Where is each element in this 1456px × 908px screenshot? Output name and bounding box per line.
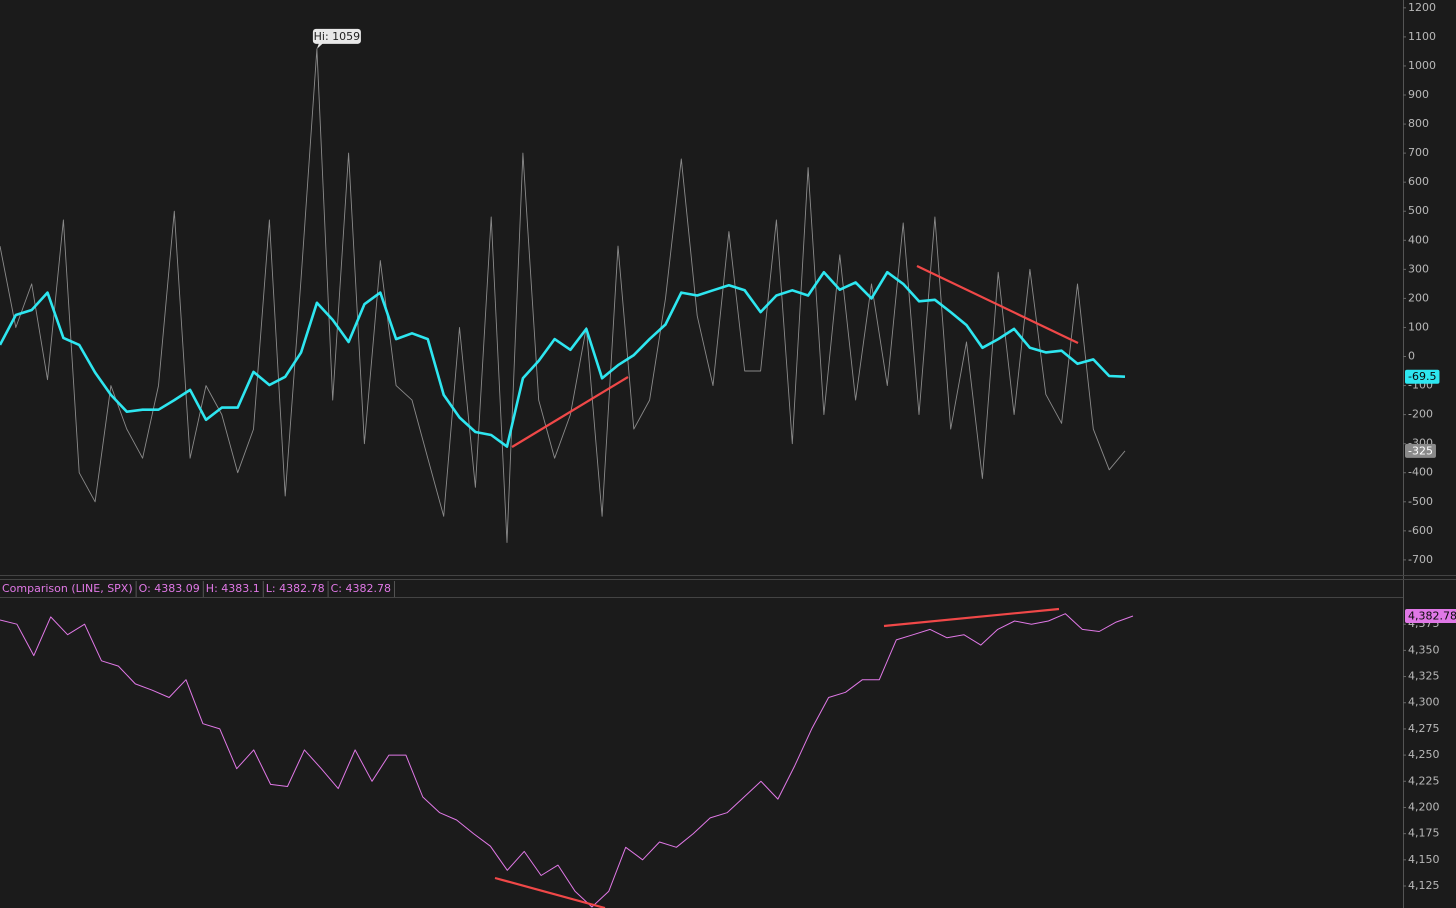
y-tick-label: 1000 bbox=[1408, 59, 1436, 72]
annotation-box bbox=[312, 28, 361, 44]
trend-line bbox=[883, 607, 1060, 628]
y-tick-label: 900 bbox=[1408, 88, 1429, 101]
y-tick-label: -200 bbox=[1408, 408, 1433, 421]
y-tick-label: 4,250 bbox=[1408, 748, 1440, 761]
series-line bbox=[0, 48, 1126, 543]
y-tick-label: 300 bbox=[1408, 262, 1429, 275]
trend-line bbox=[511, 376, 629, 448]
annotation: Hi: 1059 bbox=[314, 30, 361, 43]
legend-ohlc: O: 4383.09 bbox=[139, 582, 200, 595]
price-badge-label: 4,382.78 bbox=[1408, 610, 1456, 623]
y-tick-label: 200 bbox=[1408, 291, 1429, 304]
annotation-pointer bbox=[316, 43, 323, 49]
price-badge-label: -69.5 bbox=[1408, 370, 1436, 383]
y-tick-label: 800 bbox=[1408, 117, 1429, 130]
y-tick-label: 500 bbox=[1408, 204, 1429, 217]
y-tick-label: 4,125 bbox=[1408, 879, 1440, 892]
y-tick-label: -400 bbox=[1408, 466, 1433, 479]
y-tick-label: 4,275 bbox=[1408, 722, 1440, 735]
y-tick-label: 1200 bbox=[1408, 1, 1436, 14]
y-tick-label: 100 bbox=[1408, 320, 1429, 333]
legend-ohlc: C: 4382.78 bbox=[331, 582, 391, 595]
y-tick-label: 700 bbox=[1408, 146, 1429, 159]
y-tick-label: -600 bbox=[1408, 524, 1433, 537]
y-tick-label: 600 bbox=[1408, 175, 1429, 188]
y-tick-label: 4,225 bbox=[1408, 774, 1440, 787]
trend-line bbox=[494, 876, 606, 908]
legend-ohlc: H: 4383.1 bbox=[206, 582, 260, 595]
y-tick-label: -700 bbox=[1408, 553, 1433, 566]
legend-title: Comparison (LINE, SPX) bbox=[2, 582, 133, 595]
y-tick-label: 1100 bbox=[1408, 30, 1436, 43]
price-badge bbox=[1405, 609, 1456, 624]
y-tick-label: 4,175 bbox=[1408, 827, 1440, 840]
legend-ohlc: L: 4382.78 bbox=[266, 582, 325, 595]
price-badge-label: -325 bbox=[1408, 444, 1433, 457]
series-line bbox=[0, 613, 1134, 908]
y-tick-label: 4,325 bbox=[1408, 670, 1440, 683]
price-badge bbox=[1405, 369, 1440, 384]
y-tick-label: -500 bbox=[1408, 495, 1433, 508]
y-tick-label: 0 bbox=[1408, 350, 1415, 363]
series-line bbox=[0, 270, 1126, 448]
trend-lines bbox=[494, 265, 1079, 908]
y-tick-label: 4,200 bbox=[1408, 800, 1440, 813]
y-tick-label: 4,350 bbox=[1408, 643, 1440, 656]
y-tick-label: 400 bbox=[1408, 233, 1429, 246]
y-tick-label: 4,150 bbox=[1408, 853, 1440, 866]
trend-line bbox=[916, 265, 1079, 344]
y-tick-label: 4,300 bbox=[1408, 696, 1440, 709]
price-badge bbox=[1405, 443, 1436, 458]
